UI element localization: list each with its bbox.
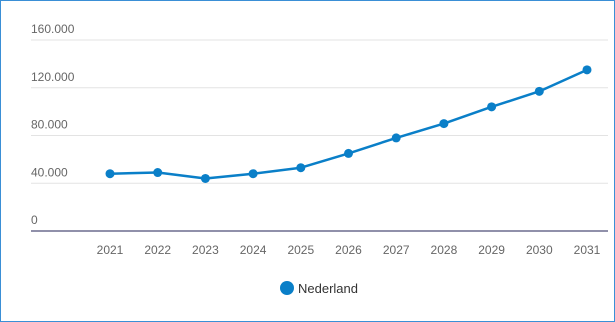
y-tick-label: 160.000: [31, 22, 75, 36]
x-tick-label: 2028: [431, 243, 458, 257]
data-point[interactable]: [153, 168, 163, 178]
data-point[interactable]: [344, 148, 353, 158]
x-tick-label: 2026: [335, 243, 362, 257]
data-point[interactable]: [391, 133, 401, 143]
data-point[interactable]: [200, 173, 210, 183]
x-tick-label: 2021: [97, 243, 124, 257]
y-tick-label: 0: [31, 213, 38, 227]
legend[interactable]: Nederland: [280, 281, 358, 296]
data-point[interactable]: [439, 119, 449, 129]
legend-marker-nederland[interactable]: [280, 281, 294, 295]
y-tick-label: 80.000: [31, 118, 68, 132]
data-point[interactable]: [105, 169, 115, 179]
x-tick-label: 2027: [383, 243, 410, 257]
x-tick-label: 2029: [478, 243, 505, 257]
y-tick-label: 120.000: [31, 70, 75, 84]
x-tick-label: 2023: [192, 243, 219, 257]
data-point[interactable]: [582, 65, 592, 75]
x-tick-label: 2025: [287, 243, 314, 257]
data-point[interactable]: [487, 102, 497, 112]
legend-label-nederland[interactable]: Nederland: [298, 281, 358, 296]
y-tick-label: 40.000: [31, 165, 68, 179]
data-point[interactable]: [296, 163, 306, 173]
series-layer: [105, 65, 592, 183]
data-point[interactable]: [534, 86, 544, 96]
y-axis-ticks: 0 40.000 80.000 120.000 160.000: [31, 22, 75, 227]
x-tick-label: 2024: [240, 243, 267, 257]
x-tick-label: 2022: [144, 243, 171, 257]
x-axis-ticks: 2021 2022 2023 2024 2025 2026 2027 2028 2029 2030…: [97, 243, 601, 257]
series-line-nederland: [109, 68, 588, 180]
x-tick-label: 2031: [574, 243, 601, 257]
gridlines: [31, 39, 608, 184]
data-point[interactable]: [248, 169, 258, 179]
x-tick-label: 2030: [526, 243, 553, 257]
